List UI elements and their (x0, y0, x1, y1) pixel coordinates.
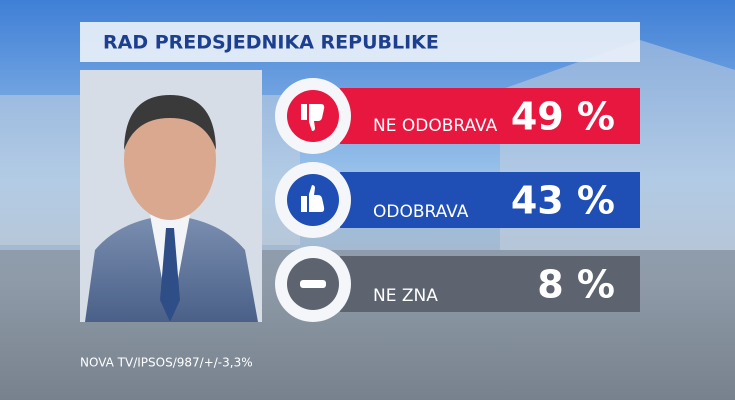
minus-icon (300, 280, 326, 288)
tie (160, 228, 180, 322)
row-1: ODOBRAVA 43 % (275, 162, 640, 238)
row-0: NE ODOBRAVA 49 % (275, 78, 640, 154)
title: RAD PREDSJEDNIKA REPUBLIKE (103, 32, 439, 54)
row-value: 43 % (511, 179, 615, 223)
row-2: NE ZNA 8 % (275, 246, 640, 322)
face (124, 100, 216, 220)
row-value: 49 % (511, 95, 615, 139)
thumbs-up-icon (301, 185, 325, 212)
row-label: NE ODOBRAVA (373, 116, 498, 136)
source: NOVA TV/IPSOS/987/+/-3,3% (80, 356, 253, 370)
title-band (80, 22, 640, 62)
hair (124, 95, 216, 150)
row-value: 8 % (537, 263, 615, 307)
bar (340, 88, 640, 144)
row-label: NE ZNA (373, 286, 438, 306)
portrait (80, 70, 262, 322)
thumbs-down-icon (301, 104, 325, 131)
bar (340, 172, 640, 228)
row-label: ODOBRAVA (373, 202, 469, 222)
bar (340, 256, 640, 312)
